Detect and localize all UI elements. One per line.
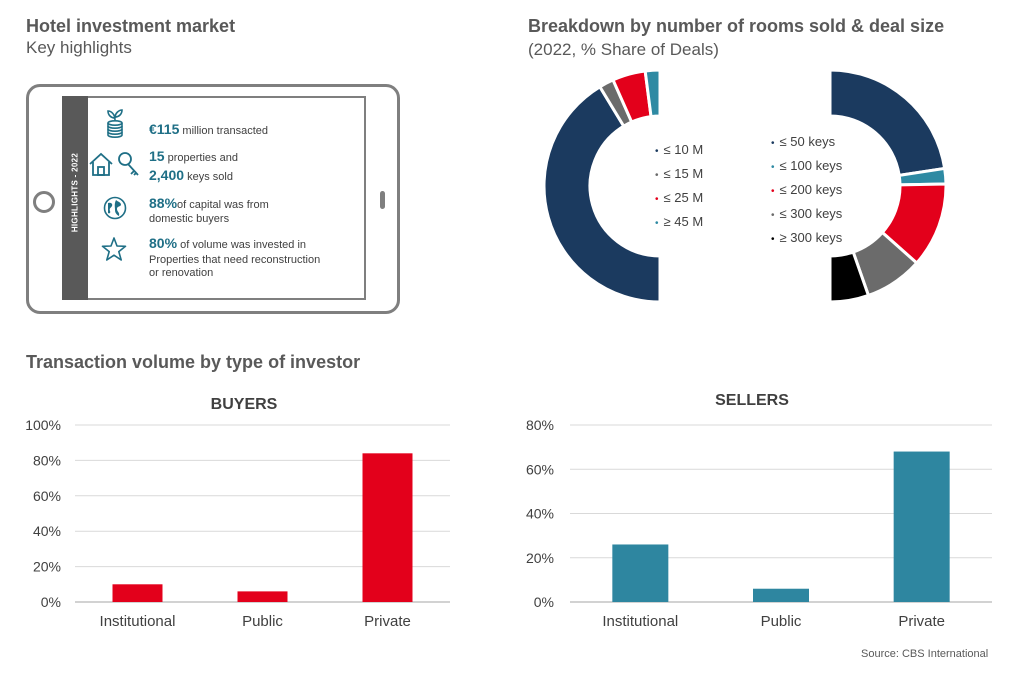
deal-size-legend-label: ≤ 25 M [663,190,704,205]
highlight-domestic: 88%of capital was from [149,195,269,211]
donut-charts [542,68,948,304]
deal-size-legend: • ≤ 10 M • ≤ 15 M • ≤ 25 M • ≥ 45 M [655,142,703,238]
investor-section-title: Transaction volume by type of investor [26,352,361,372]
buyers-tick-label: 20% [33,559,61,575]
deal-size-legend-item: • ≤ 15 M [655,166,703,190]
house-key-icon [88,150,144,178]
rooms-sold-slice-5 [828,250,871,304]
highlight-reconstruction-line2: Properties that need reconstruction [149,254,321,266]
sellers-category-label: Public [761,613,802,630]
deal-size-legend-swatch: • [655,194,659,205]
highlight-properties: 15 properties and [149,148,238,164]
star-icon [101,236,127,262]
globe-icon [103,196,127,220]
rooms-sold-legend-label: ≤ 100 keys [779,158,843,173]
buyers-chart-title: BUYERS [210,396,278,413]
tablet-side-button [380,191,385,209]
buyers-tick-label: 100% [25,417,61,433]
sellers-tick-label: 80% [526,417,554,433]
tablet-frame [26,84,400,314]
sellers-chart-title: SELLERS [715,392,789,409]
bar-charts: 0% 20% 40% 60% 80% 100% Institutional Public Pri… [25,417,992,630]
rooms-sold-legend-item: • ≤ 50 keys [771,134,842,158]
buyers-bar-private [362,453,413,602]
rooms-sold-legend-item: • ≥ 300 keys [771,230,842,254]
highlights-band: HIGHLIGHTS - 2022 [62,96,88,300]
money-stack-icon [104,108,126,140]
buyers-tick-label: 60% [33,488,61,504]
sellers-tick-label: 20% [526,550,554,566]
sellers-bar-public [753,588,809,602]
rooms-sold-legend-label: ≤ 200 keys [779,182,843,197]
buyers-category-label: Private [364,613,411,630]
deal-size-slice-4 [643,68,662,119]
rooms-sold-legend-label: ≥ 300 keys [779,230,843,245]
rooms-sold-legend-swatch: • [771,210,775,221]
buyers-category-label: Public [242,613,283,630]
rooms-sold-legend-label: ≤ 50 keys [779,134,836,149]
sellers-category-label: Private [898,613,945,630]
rooms-sold-legend-swatch: • [771,162,775,173]
rooms-sold-slice-1 [828,68,947,178]
buyers-category-label: Institutional [100,613,176,630]
deal-size-legend-item: • ≤ 10 M [655,142,703,166]
deal-size-legend-swatch: • [655,170,659,181]
rooms-sold-legend-item: • ≤ 200 keys [771,182,842,206]
buyers-bar-institutional [112,584,163,602]
highlight-transacted: €115 million transacted [149,121,269,137]
sellers-tick-label: 60% [526,461,554,477]
source-note: Source: CBS International [861,648,989,660]
highlight-keys: 2,400 keys sold [149,167,233,183]
rooms-sold-legend-item: • ≤ 100 keys [771,158,842,182]
highlight-reconstruction-line3: or renovation [149,267,214,279]
deal-size-legend-label: ≤ 15 M [663,166,704,181]
sellers-bar-private [893,451,950,602]
highlight-domestic-line2: domestic buyers [149,213,230,225]
buyers-bar-public [237,591,288,602]
rooms-sold-legend-swatch: • [771,234,775,245]
breakdown-subtitle: (2022, % Share of Deals) [528,40,719,59]
tablet-home-button [33,191,55,213]
deal-size-legend-item: • ≤ 25 M [655,190,703,214]
sellers-bar-institutional [612,544,669,602]
highlight-reconstruction: 80% of volume was invested in [149,235,307,251]
rooms-sold-legend-item: • ≤ 300 keys [771,206,842,230]
rooms-sold-legend: • ≤ 50 keys • ≤ 100 keys • ≤ 200 keys • ≤ 300 k… [771,134,842,254]
highlights-band-label: HIGHLIGHTS - 2022 [70,152,80,233]
page-title: Hotel investment market [26,16,236,36]
deal-size-legend-item: • ≥ 45 M [655,214,703,238]
sellers-category-label: Institutional [602,613,678,630]
buyers-tick-label: 80% [33,452,61,468]
deal-size-legend-swatch: • [655,218,659,229]
deal-size-legend-label: ≤ 10 M [663,142,704,157]
rooms-sold-legend-swatch: • [771,186,775,197]
deal-size-legend-label: ≥ 45 M [663,214,704,229]
sellers-tick-label: 0% [534,594,554,610]
rooms-sold-legend-swatch: • [771,138,775,149]
page-subtitle: Key highlights [26,38,132,57]
sellers-tick-label: 40% [526,506,554,522]
deal-size-slice-1 [542,84,662,304]
breakdown-title: Breakdown by number of rooms sold & deal… [528,16,945,36]
buyers-tick-label: 0% [41,594,61,610]
buyers-tick-label: 40% [33,523,61,539]
rooms-sold-legend-label: ≤ 300 keys [779,206,843,221]
deal-size-legend-swatch: • [655,146,659,157]
